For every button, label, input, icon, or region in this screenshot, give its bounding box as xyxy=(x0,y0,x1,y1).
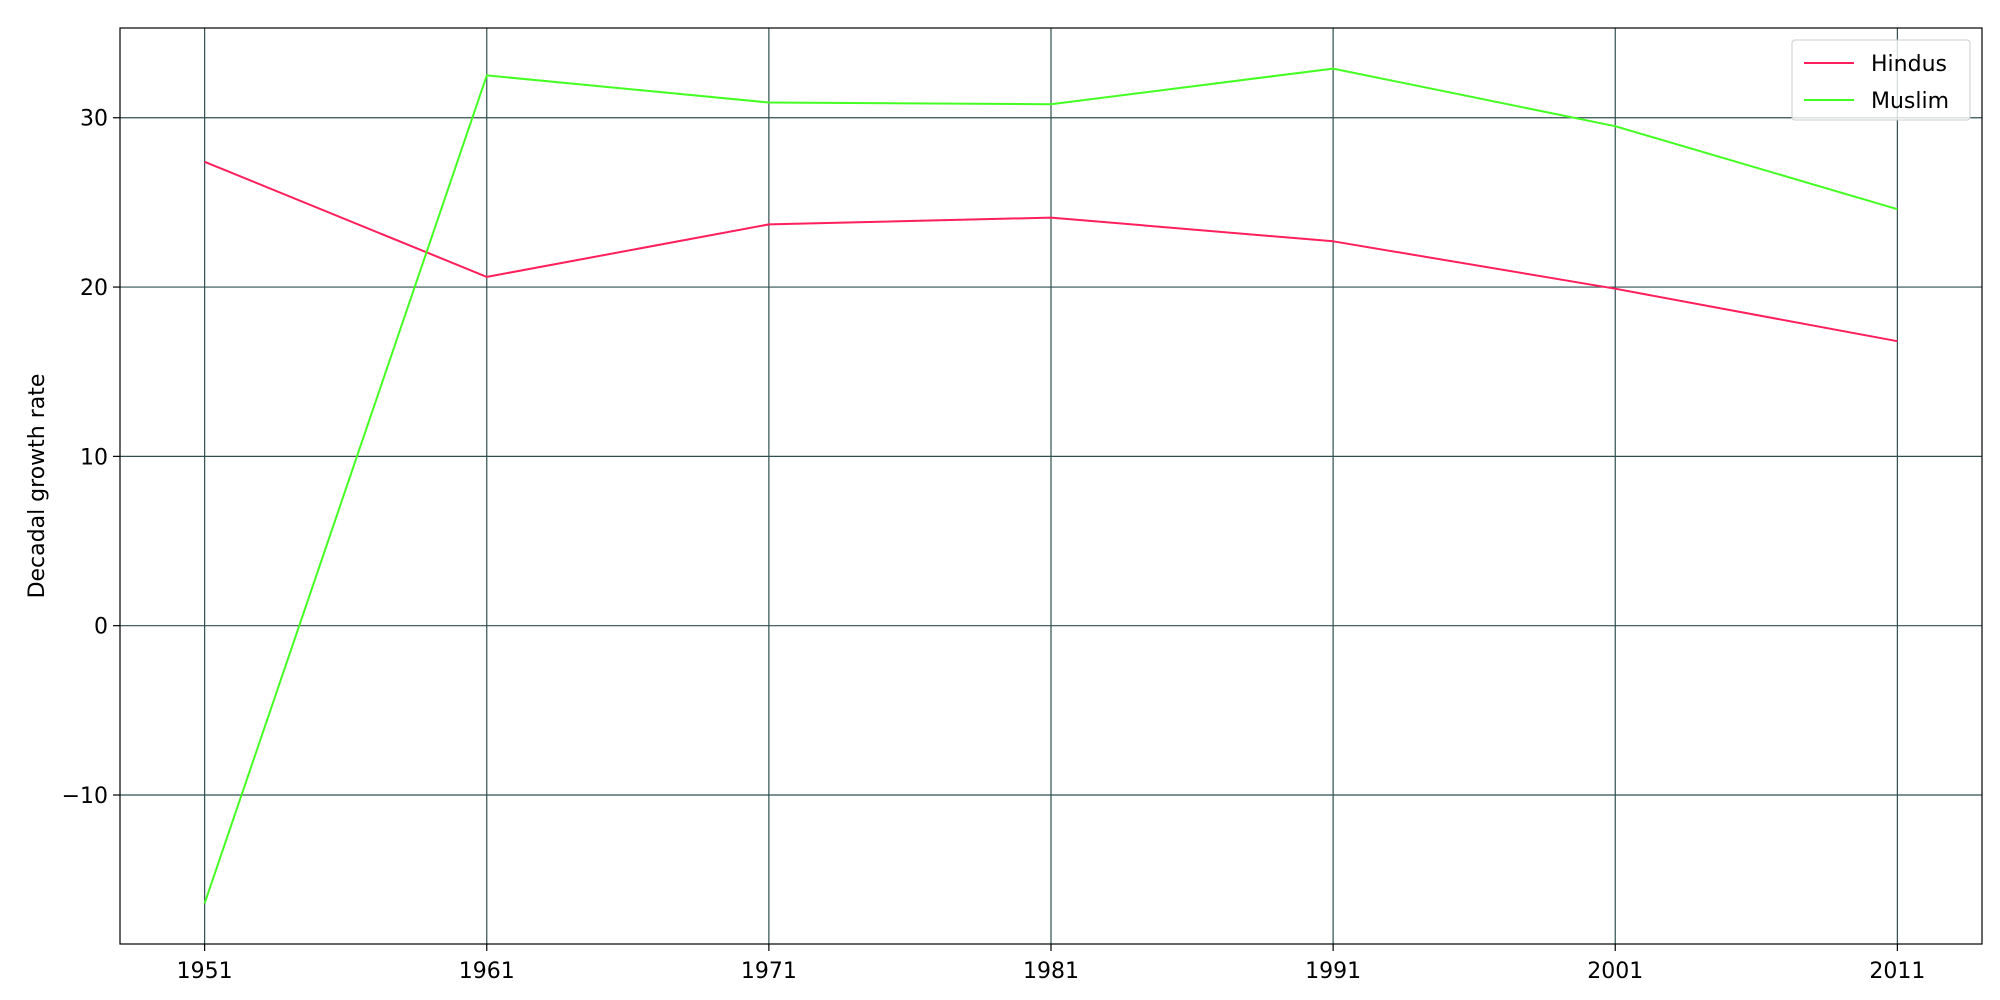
x-tick-label: 1961 xyxy=(459,959,515,984)
y-tick-label: 30 xyxy=(80,107,108,132)
x-tick-label: 1971 xyxy=(741,959,797,984)
y-tick-label: 0 xyxy=(94,615,108,640)
series-lines xyxy=(203,67,1898,904)
y-axis-label: Decadal growth rate xyxy=(25,374,50,599)
x-tick-label: 1981 xyxy=(1023,959,1079,984)
series-line-muslim xyxy=(203,67,1898,904)
grid xyxy=(120,28,1982,944)
x-tick-label: 2011 xyxy=(1869,959,1925,984)
legend: Hindus Muslim xyxy=(1791,39,1971,121)
x-axis-ticks: 1951 1961 1971 1981 1991 2001 2011 xyxy=(177,944,1925,984)
y-tick-label: 20 xyxy=(80,276,108,301)
legend-label-muslim: Muslim xyxy=(1871,89,1949,114)
x-tick-label: 1951 xyxy=(177,959,233,984)
x-tick-label: 2001 xyxy=(1587,959,1643,984)
legend-label-hindus: Hindus xyxy=(1871,52,1947,77)
y-axis-ticks: −10 0 10 20 30 xyxy=(62,107,120,809)
y-tick-label: 10 xyxy=(80,445,108,470)
y-tick-label: −10 xyxy=(62,784,108,809)
x-tick-label: 1991 xyxy=(1305,959,1361,984)
series-line-hindus xyxy=(204,160,1898,343)
